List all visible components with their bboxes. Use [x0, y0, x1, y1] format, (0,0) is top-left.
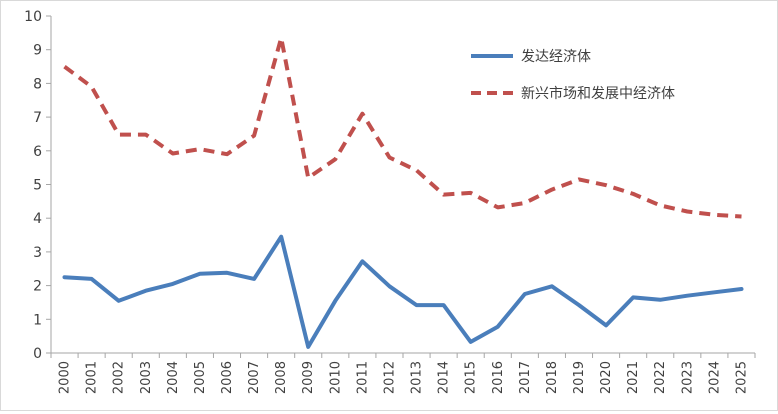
data-point [252, 134, 256, 138]
data-point [360, 259, 364, 263]
data-point [550, 284, 554, 288]
data-point [415, 168, 419, 172]
x-tick-label: 2014 [437, 361, 452, 394]
x-tick-label: 2015 [464, 361, 479, 394]
data-point [685, 209, 689, 213]
data-point [387, 284, 391, 288]
x-tick-label: 2004 [166, 361, 181, 394]
data-point [306, 176, 310, 180]
x-tick-label: 2020 [599, 361, 614, 394]
x-tick-label: 2001 [85, 361, 100, 394]
y-tick-label: 10 [24, 9, 42, 25]
x-tick-label: 2008 [274, 361, 289, 394]
y-tick-label: 7 [33, 110, 42, 126]
data-point [360, 112, 364, 116]
data-point [279, 235, 283, 239]
y-tick-label: 6 [33, 144, 42, 160]
data-point [739, 215, 743, 219]
x-tick-label: 2005 [193, 361, 208, 394]
x-tick-label: 2003 [139, 361, 154, 394]
x-tick-label: 2007 [247, 361, 262, 394]
data-point [225, 152, 229, 156]
data-point [198, 272, 202, 276]
data-point [496, 205, 500, 209]
data-point [658, 203, 662, 207]
data-point [333, 299, 337, 303]
data-point [415, 303, 419, 307]
data-point [90, 277, 94, 281]
data-point [252, 277, 256, 281]
data-point [577, 303, 581, 307]
data-point [523, 292, 527, 296]
legend-label: 发达经济体 [521, 49, 591, 65]
data-point [469, 191, 473, 195]
y-tick-label: 5 [33, 178, 42, 194]
data-point [712, 290, 716, 294]
data-point [442, 193, 446, 197]
data-point [198, 147, 202, 151]
data-point [387, 156, 391, 160]
x-tick-label: 2002 [112, 361, 127, 394]
x-tick-label: 2010 [328, 361, 343, 394]
data-point [496, 325, 500, 329]
x-tick-label: 2000 [58, 361, 73, 394]
data-point [739, 287, 743, 291]
data-point [171, 282, 175, 286]
axes: 0 1 2 3 4 5 6 7 8 9 10 2000 2001 2002 2003 2004 2005 2006… [24, 9, 756, 394]
series-line-1 [63, 35, 742, 219]
data-point [225, 271, 229, 275]
x-tick-label: 2011 [355, 361, 370, 394]
x-tick-label: 2006 [220, 361, 235, 394]
data-point [442, 303, 446, 307]
x-tick-label: 2019 [572, 361, 587, 394]
y-tick-label: 2 [33, 279, 42, 295]
x-tick-label: 2016 [491, 361, 506, 394]
y-tick-label: 0 [33, 346, 42, 362]
data-point [63, 65, 67, 69]
data-point [604, 183, 608, 187]
series-lines [62, 35, 744, 349]
data-point [604, 323, 608, 327]
data-point [279, 36, 283, 40]
x-tick-label: 2018 [545, 361, 560, 394]
data-point [523, 201, 527, 205]
data-point [333, 157, 337, 161]
y-tick-label: 3 [33, 245, 42, 261]
data-point [117, 299, 121, 303]
data-point [658, 298, 662, 302]
data-point [631, 192, 635, 196]
y-tick-label: 1 [33, 312, 42, 328]
data-point [90, 85, 94, 89]
x-tick-label: 2009 [301, 361, 316, 394]
data-point [117, 133, 121, 137]
x-tick-label: 2023 [680, 361, 695, 394]
x-tick-label: 2025 [734, 361, 749, 394]
x-tick-label: 2021 [626, 361, 641, 394]
data-point [685, 294, 689, 298]
data-point [171, 151, 175, 155]
x-tick-label: 2022 [653, 361, 668, 394]
data-point [469, 340, 473, 344]
x-tick-label: 2012 [382, 361, 397, 394]
y-tick-label: 8 [33, 76, 42, 92]
y-tick-label: 9 [33, 43, 42, 59]
data-point [144, 289, 148, 293]
legend-label: 新兴市场和发展中经济体 [521, 85, 675, 102]
y-tick-label: 4 [33, 211, 42, 227]
data-point [631, 295, 635, 299]
data-point [712, 213, 716, 217]
x-tick-label: 2017 [518, 361, 533, 394]
data-point [306, 345, 310, 349]
x-tick-label: 2013 [410, 361, 425, 394]
data-point [63, 275, 67, 279]
x-tick-label: 2024 [707, 361, 722, 394]
data-point [577, 177, 581, 181]
data-point [550, 188, 554, 192]
series-line-0 [62, 234, 744, 349]
data-point [144, 133, 148, 137]
